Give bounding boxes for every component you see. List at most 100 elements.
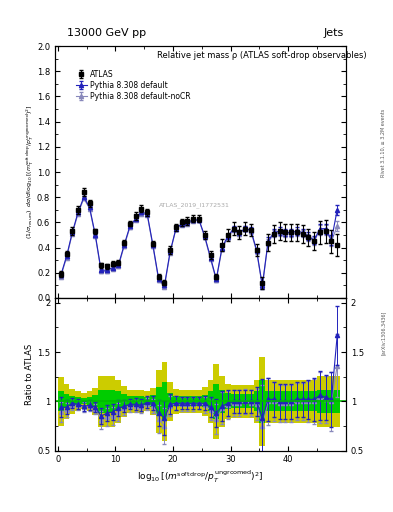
Bar xyxy=(87,392,92,411)
Bar xyxy=(259,380,265,423)
Bar xyxy=(231,394,237,408)
Bar xyxy=(283,392,288,411)
Bar xyxy=(208,392,213,411)
Bar xyxy=(288,392,294,411)
Bar xyxy=(311,380,317,423)
Bar xyxy=(167,381,173,421)
Bar xyxy=(277,380,283,423)
Bar xyxy=(334,390,340,413)
Bar xyxy=(64,383,70,419)
Bar xyxy=(70,389,75,414)
Bar xyxy=(190,390,196,413)
Bar xyxy=(58,377,64,426)
Bar xyxy=(70,396,75,406)
Bar xyxy=(156,370,162,433)
Bar xyxy=(185,390,190,413)
Bar xyxy=(213,383,219,419)
Text: 13000 GeV pp: 13000 GeV pp xyxy=(67,28,146,38)
Text: ATLAS_2019_I1772531: ATLAS_2019_I1772531 xyxy=(159,202,230,207)
Bar xyxy=(127,390,133,413)
Bar xyxy=(98,390,104,413)
Bar xyxy=(254,380,259,423)
Bar xyxy=(104,390,110,413)
X-axis label: $\log_{10}[(m^{\mathrm{soft\,drop}}/p_T^{\,\mathrm{ungroomed}})^2]$: $\log_{10}[(m^{\mathrm{soft\,drop}}/p_T^… xyxy=(137,468,264,485)
Bar xyxy=(75,397,81,406)
Bar xyxy=(323,376,329,427)
Bar xyxy=(248,385,254,418)
Bar xyxy=(294,392,300,411)
Bar xyxy=(265,392,271,411)
Bar xyxy=(150,395,156,407)
Bar xyxy=(334,376,340,427)
Bar xyxy=(173,389,179,414)
Y-axis label: $(1/\sigma_\mathrm{resum})$  $d\sigma/d\log_{10}[(m_\mathrm{T}^\mathrm{soft\,dro: $(1/\sigma_\mathrm{resum})$ $d\sigma/d\l… xyxy=(24,105,35,239)
Bar xyxy=(110,390,116,413)
Bar xyxy=(81,393,87,409)
Bar xyxy=(64,394,70,408)
Bar xyxy=(87,397,92,406)
Bar xyxy=(121,386,127,417)
Bar xyxy=(121,394,127,408)
Bar xyxy=(305,392,311,411)
Bar xyxy=(92,388,98,415)
Y-axis label: Ratio to ATLAS: Ratio to ATLAS xyxy=(25,344,34,405)
Bar xyxy=(58,392,64,411)
Text: Rivet 3.1.10, ≥ 3.2M events: Rivet 3.1.10, ≥ 3.2M events xyxy=(381,109,386,178)
Text: Jets: Jets xyxy=(323,28,344,38)
Bar xyxy=(185,396,190,406)
Bar xyxy=(202,395,208,407)
Bar xyxy=(162,381,167,421)
Bar xyxy=(219,390,225,413)
Bar xyxy=(294,380,300,423)
Bar xyxy=(208,380,213,423)
Bar xyxy=(92,395,98,407)
Bar xyxy=(317,376,323,427)
Bar xyxy=(225,393,231,409)
Bar xyxy=(259,357,265,445)
Bar xyxy=(138,396,144,406)
Bar xyxy=(196,390,202,413)
Bar xyxy=(305,380,311,423)
Bar xyxy=(190,396,196,406)
Bar xyxy=(300,380,305,423)
Text: [arXiv:1306.3436]: [arXiv:1306.3436] xyxy=(381,311,386,355)
Legend: ATLAS, Pythia 8.308 default, Pythia 8.308 default-noCR: ATLAS, Pythia 8.308 default, Pythia 8.30… xyxy=(73,68,193,103)
Bar xyxy=(300,392,305,411)
Bar xyxy=(156,387,162,416)
Bar xyxy=(323,390,329,413)
Bar xyxy=(116,380,121,423)
Bar xyxy=(317,390,323,413)
Bar xyxy=(104,376,110,427)
Bar xyxy=(179,390,185,413)
Bar xyxy=(81,398,87,404)
Bar xyxy=(127,396,133,406)
Bar xyxy=(167,393,173,409)
Bar xyxy=(225,383,231,419)
Bar xyxy=(277,392,283,411)
Bar xyxy=(219,376,225,427)
Bar xyxy=(248,394,254,408)
Bar xyxy=(162,362,167,441)
Bar xyxy=(173,396,179,406)
Bar xyxy=(213,364,219,439)
Bar xyxy=(150,388,156,415)
Bar xyxy=(283,380,288,423)
Bar xyxy=(288,380,294,423)
Bar xyxy=(237,394,242,408)
Bar xyxy=(144,392,150,411)
Text: Relative jet mass ρ (ATLAS soft-drop observables): Relative jet mass ρ (ATLAS soft-drop obs… xyxy=(157,51,366,60)
Bar xyxy=(110,376,116,427)
Bar xyxy=(329,376,334,427)
Bar xyxy=(133,390,138,413)
Bar xyxy=(271,392,277,411)
Bar xyxy=(265,380,271,423)
Bar xyxy=(254,392,259,411)
Bar xyxy=(202,387,208,416)
Bar xyxy=(98,376,104,427)
Bar xyxy=(133,396,138,406)
Bar xyxy=(231,385,237,418)
Bar xyxy=(116,392,121,411)
Bar xyxy=(311,392,317,411)
Bar xyxy=(75,392,81,411)
Bar xyxy=(242,394,248,408)
